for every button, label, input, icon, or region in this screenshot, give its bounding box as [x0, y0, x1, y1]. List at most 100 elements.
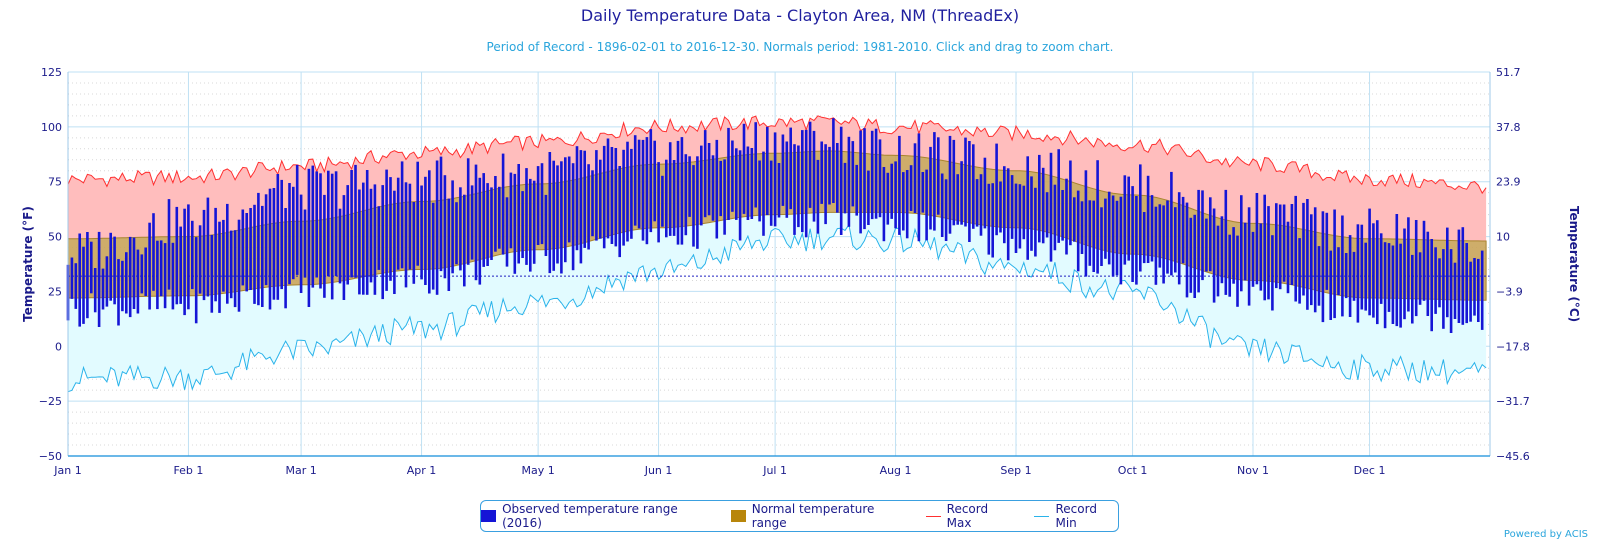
observed-bar — [1310, 214, 1313, 306]
observed-bar — [1224, 189, 1228, 295]
observed-bar — [1449, 249, 1453, 333]
observed-bar — [956, 174, 959, 225]
legend-item-observed[interactable]: Observed temperature range (2016) — [481, 502, 709, 530]
observed-bar — [641, 139, 645, 241]
x-tick-label: Jun 1 — [644, 464, 673, 477]
observed-bar — [159, 240, 163, 297]
observed-bar — [824, 144, 827, 225]
observed-bar — [1084, 170, 1088, 277]
observed-bar — [1364, 242, 1367, 311]
observed-bar — [1228, 234, 1231, 297]
observed-bar — [311, 165, 315, 288]
observed-bar — [140, 254, 144, 294]
observed-bar — [1290, 204, 1294, 285]
observed-bar — [529, 178, 532, 272]
observed-bar — [86, 232, 89, 319]
observed-bar — [812, 130, 816, 222]
observed-bar — [894, 161, 897, 229]
observed-bar — [420, 185, 423, 280]
observed-bar — [1473, 258, 1476, 316]
observed-bar — [1352, 251, 1356, 301]
observed-bar — [1243, 222, 1247, 281]
observed-bar — [952, 139, 956, 226]
observed-bar — [428, 170, 431, 294]
observed-bar — [358, 189, 361, 295]
legend-item-record-min[interactable]: Record Min — [1034, 502, 1118, 530]
observed-bar — [295, 164, 299, 275]
observed-bar — [571, 163, 575, 271]
observed-bar — [327, 170, 330, 277]
observed-bar — [645, 137, 649, 245]
observed-bar — [556, 165, 559, 264]
observed-bar — [389, 177, 392, 281]
observed-bar — [622, 149, 625, 246]
x-tick-label: May 1 — [521, 464, 554, 477]
observed-bar — [482, 173, 485, 267]
observed-bar — [964, 137, 967, 227]
observed-bar — [1236, 235, 1239, 307]
observed-bar — [501, 153, 505, 255]
legend-item-record-max[interactable]: Record Max — [925, 502, 1013, 530]
observed-bar — [342, 195, 346, 300]
observed-bar — [867, 170, 870, 225]
observed-bar — [836, 143, 839, 213]
observed-bar — [688, 156, 691, 217]
observed-bar — [1453, 262, 1457, 319]
observed-bar — [1255, 193, 1259, 285]
y-tick-label-left: 25 — [48, 285, 62, 298]
observed-bar — [268, 188, 272, 310]
observed-bar — [292, 186, 295, 280]
legend-item-normal[interactable]: Normal temperature range — [730, 502, 904, 530]
observed-bar — [1446, 227, 1449, 318]
observed-bar — [191, 220, 194, 290]
observed-bars — [66, 118, 1484, 333]
powered-by-credit[interactable]: Powered by ACIS — [1503, 529, 1588, 540]
x-tick-label: Aug 1 — [880, 464, 912, 477]
observed-bar — [587, 164, 590, 250]
observed-bar — [1003, 166, 1006, 244]
observed-bar — [1088, 200, 1092, 266]
observed-bar — [715, 139, 719, 239]
observed-bar — [917, 133, 921, 242]
observed-bar — [128, 236, 132, 318]
observed-bar — [913, 143, 917, 213]
y-axis-title-left: Temperature (°F) — [21, 206, 35, 322]
y-tick-label-left: 75 — [48, 176, 62, 189]
observed-bar — [991, 183, 994, 258]
observed-bar — [863, 128, 866, 230]
observed-bar — [1177, 192, 1181, 285]
observed-bar — [1034, 187, 1037, 257]
observed-bar — [1356, 224, 1360, 323]
observed-bar — [1135, 196, 1138, 285]
observed-bar — [443, 175, 447, 279]
y-tick-label-left: 125 — [41, 66, 62, 79]
observed-bar — [785, 141, 789, 218]
observed-bar — [509, 172, 513, 249]
observed-bar — [1193, 214, 1196, 298]
observed-bar — [299, 194, 303, 293]
observed-bar — [1154, 206, 1158, 285]
observed-bar — [1442, 249, 1445, 329]
observed-bar — [1325, 212, 1329, 290]
observed-bar — [241, 209, 245, 286]
observed-bar — [696, 156, 699, 249]
observed-bar — [583, 150, 586, 248]
observed-bar — [486, 183, 489, 266]
observed-bar — [723, 159, 726, 235]
observed-bar — [832, 118, 835, 203]
y-tick-label-right: 23.9 — [1496, 176, 1521, 189]
observed-bar — [579, 150, 583, 264]
observed-bar — [113, 236, 116, 305]
observed-bar — [1209, 197, 1212, 272]
chart-title: Daily Temperature Data - Clayton Area, N… — [580, 6, 1020, 25]
observed-bar — [396, 177, 400, 270]
observed-bar — [284, 208, 287, 309]
observed-bar — [194, 237, 198, 324]
observed-bar — [843, 162, 847, 214]
legend-swatch-normal — [730, 510, 746, 522]
observed-bar — [1026, 156, 1029, 260]
record-max-line — [67, 115, 1487, 195]
observed-bar — [148, 222, 151, 310]
legend-label-normal: Normal temperature range — [751, 502, 875, 530]
